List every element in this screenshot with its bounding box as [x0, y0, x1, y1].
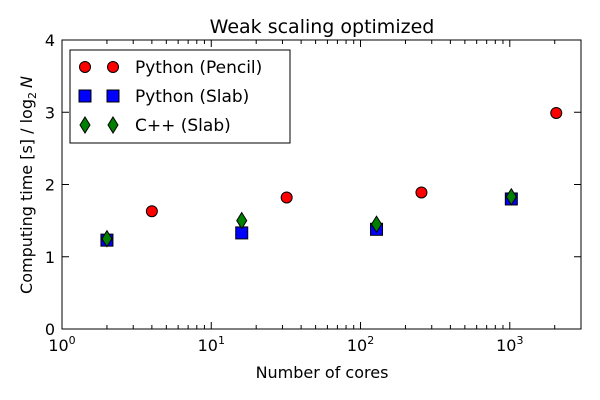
legend-marker-diamond: [79, 116, 91, 134]
data-point-diamond: [505, 187, 517, 206]
data-point-diamond: [101, 229, 113, 248]
y-tick-label: 4: [45, 31, 55, 50]
x-tick-label: 103: [496, 334, 523, 355]
x-tick-label: 101: [198, 334, 225, 355]
legend-entry: Python (Pencil): [79, 58, 262, 78]
x-tick-label: 102: [347, 334, 374, 355]
legend-label: Python (Slab): [135, 87, 249, 107]
axis-ticks: 0 1 2 3 4 100 101 102 103: [45, 31, 582, 355]
data-marks: [100, 106, 563, 248]
y-tick-label: 2: [45, 176, 55, 195]
legend-label: C++ (Slab): [135, 116, 231, 136]
series-circle: [145, 106, 563, 218]
plot-area: 0 1 2 3 4 100 101 102 103: [45, 31, 582, 355]
y-axis-label-text: Computing time [s] / log: [17, 99, 36, 294]
series-diamond: [101, 187, 517, 248]
legend-marker-circle: [107, 61, 119, 73]
legend-entry: C++ (Slab): [79, 116, 231, 136]
y-axis-label-variable: N: [17, 76, 36, 88]
y-tick-label: 1: [45, 248, 55, 267]
legend-entry: Python (Slab): [78, 87, 249, 107]
data-point-circle: [280, 191, 293, 204]
series-square: [100, 192, 518, 247]
x-tick-label: 100: [48, 334, 75, 355]
legend-marker-circle: [79, 61, 91, 73]
data-point-circle: [145, 205, 158, 218]
chart-title: Weak scaling optimized: [210, 16, 435, 38]
legend-marker-diamond: [107, 116, 119, 134]
data-point-diamond: [236, 211, 248, 230]
data-point-circle: [415, 186, 428, 199]
legend-marker-square: [106, 89, 120, 103]
legend-marker-square: [78, 89, 92, 103]
data-point-diamond: [370, 215, 383, 234]
data-point-circle: [550, 106, 563, 119]
y-axis-label-subscript: 2: [26, 92, 39, 99]
legend: Python (Pencil) Python (Slab) C++ (Slab): [69, 49, 291, 144]
y-axis-label: Computing time [s] / log2 N: [17, 76, 39, 294]
legend-label: Python (Pencil): [135, 58, 262, 78]
y-tick-label: 3: [45, 103, 55, 122]
x-axis-label: Number of cores: [256, 363, 389, 382]
y-tick-label: 0: [45, 320, 55, 339]
